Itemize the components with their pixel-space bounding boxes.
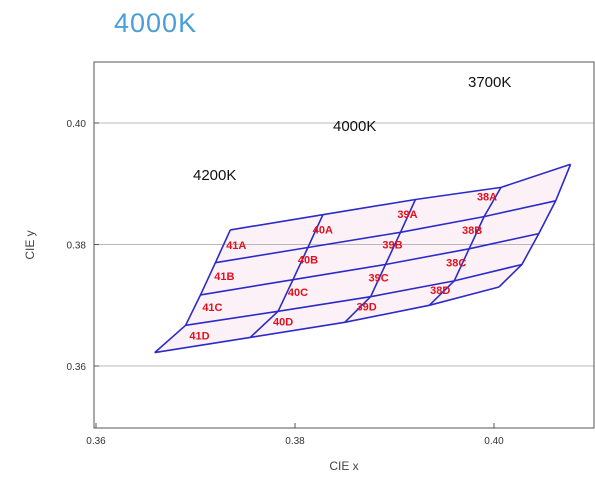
cct-label-3700k: 3700K [468, 74, 511, 91]
bin-label: 40D [273, 317, 293, 329]
bin-cell [154, 311, 279, 353]
bin-label: 38B [462, 225, 482, 237]
gridlines [94, 122, 594, 367]
cct-label-4200k: 4200K [193, 167, 236, 184]
bin-cell [484, 164, 571, 217]
x-axis-label: CIE x [329, 459, 358, 473]
bin-label: 38D [430, 285, 450, 297]
bin-label: 41D [189, 331, 209, 343]
bin-label: 40B [298, 255, 318, 267]
cct-label-4000k: 4000K [333, 118, 376, 135]
bin-cell [200, 247, 308, 295]
x-tick-label: 0.40 [484, 436, 504, 447]
bin-label: 39B [382, 240, 402, 252]
bin-label: 41C [202, 302, 222, 314]
y-tick-label: 0.36 [67, 362, 87, 373]
x-tick-label: 0.36 [86, 436, 106, 447]
bin-cell [454, 233, 539, 281]
bin-cell [370, 248, 470, 297]
chart-title: 4000K [114, 8, 198, 38]
bin-cell [215, 214, 323, 263]
x-tick-label: 0.38 [285, 436, 305, 447]
y-tick-label: 0.40 [67, 119, 87, 130]
duv-boundary-line [215, 200, 556, 264]
bin-label: 39C [368, 272, 388, 284]
bin-label: 38A [477, 192, 497, 204]
bin-cell [429, 264, 522, 306]
bin-label: 38C [446, 258, 466, 270]
y-tick-label: 0.38 [67, 241, 87, 252]
bin-cell [278, 264, 386, 312]
bin-boundary-lines [154, 163, 572, 354]
duv-boundary-line [185, 263, 523, 327]
bin-cell [307, 199, 416, 248]
duv-boundary-line [230, 163, 571, 231]
bin-cell [185, 279, 293, 326]
y-axis-label: CIE y [23, 230, 37, 259]
bin-label: 41A [226, 240, 246, 252]
bin-cell [469, 200, 556, 249]
duv-boundary-line [154, 286, 500, 354]
duv-boundary-line [200, 232, 539, 296]
bin-label: 39D [357, 301, 377, 313]
bin-cell [250, 296, 371, 338]
bin-labels: 41D 41C 41B 41A 40D 40C 40B 40A 39D 39C 39B 39A 38D 3… [189, 192, 497, 343]
bin-label: 40A [313, 224, 333, 236]
bin-label: 39A [397, 209, 417, 221]
axis-ticks: 0.36 0.38 0.40 0.36 0.38 0.40 [67, 119, 505, 447]
cct-labels: 4200K 4000K 3700K [193, 74, 511, 184]
bin-cell [344, 280, 455, 323]
bin-label: 41B [214, 271, 234, 283]
bin-cell [385, 216, 485, 265]
bin-label: 40C [288, 287, 308, 299]
bin-cells [154, 164, 571, 353]
